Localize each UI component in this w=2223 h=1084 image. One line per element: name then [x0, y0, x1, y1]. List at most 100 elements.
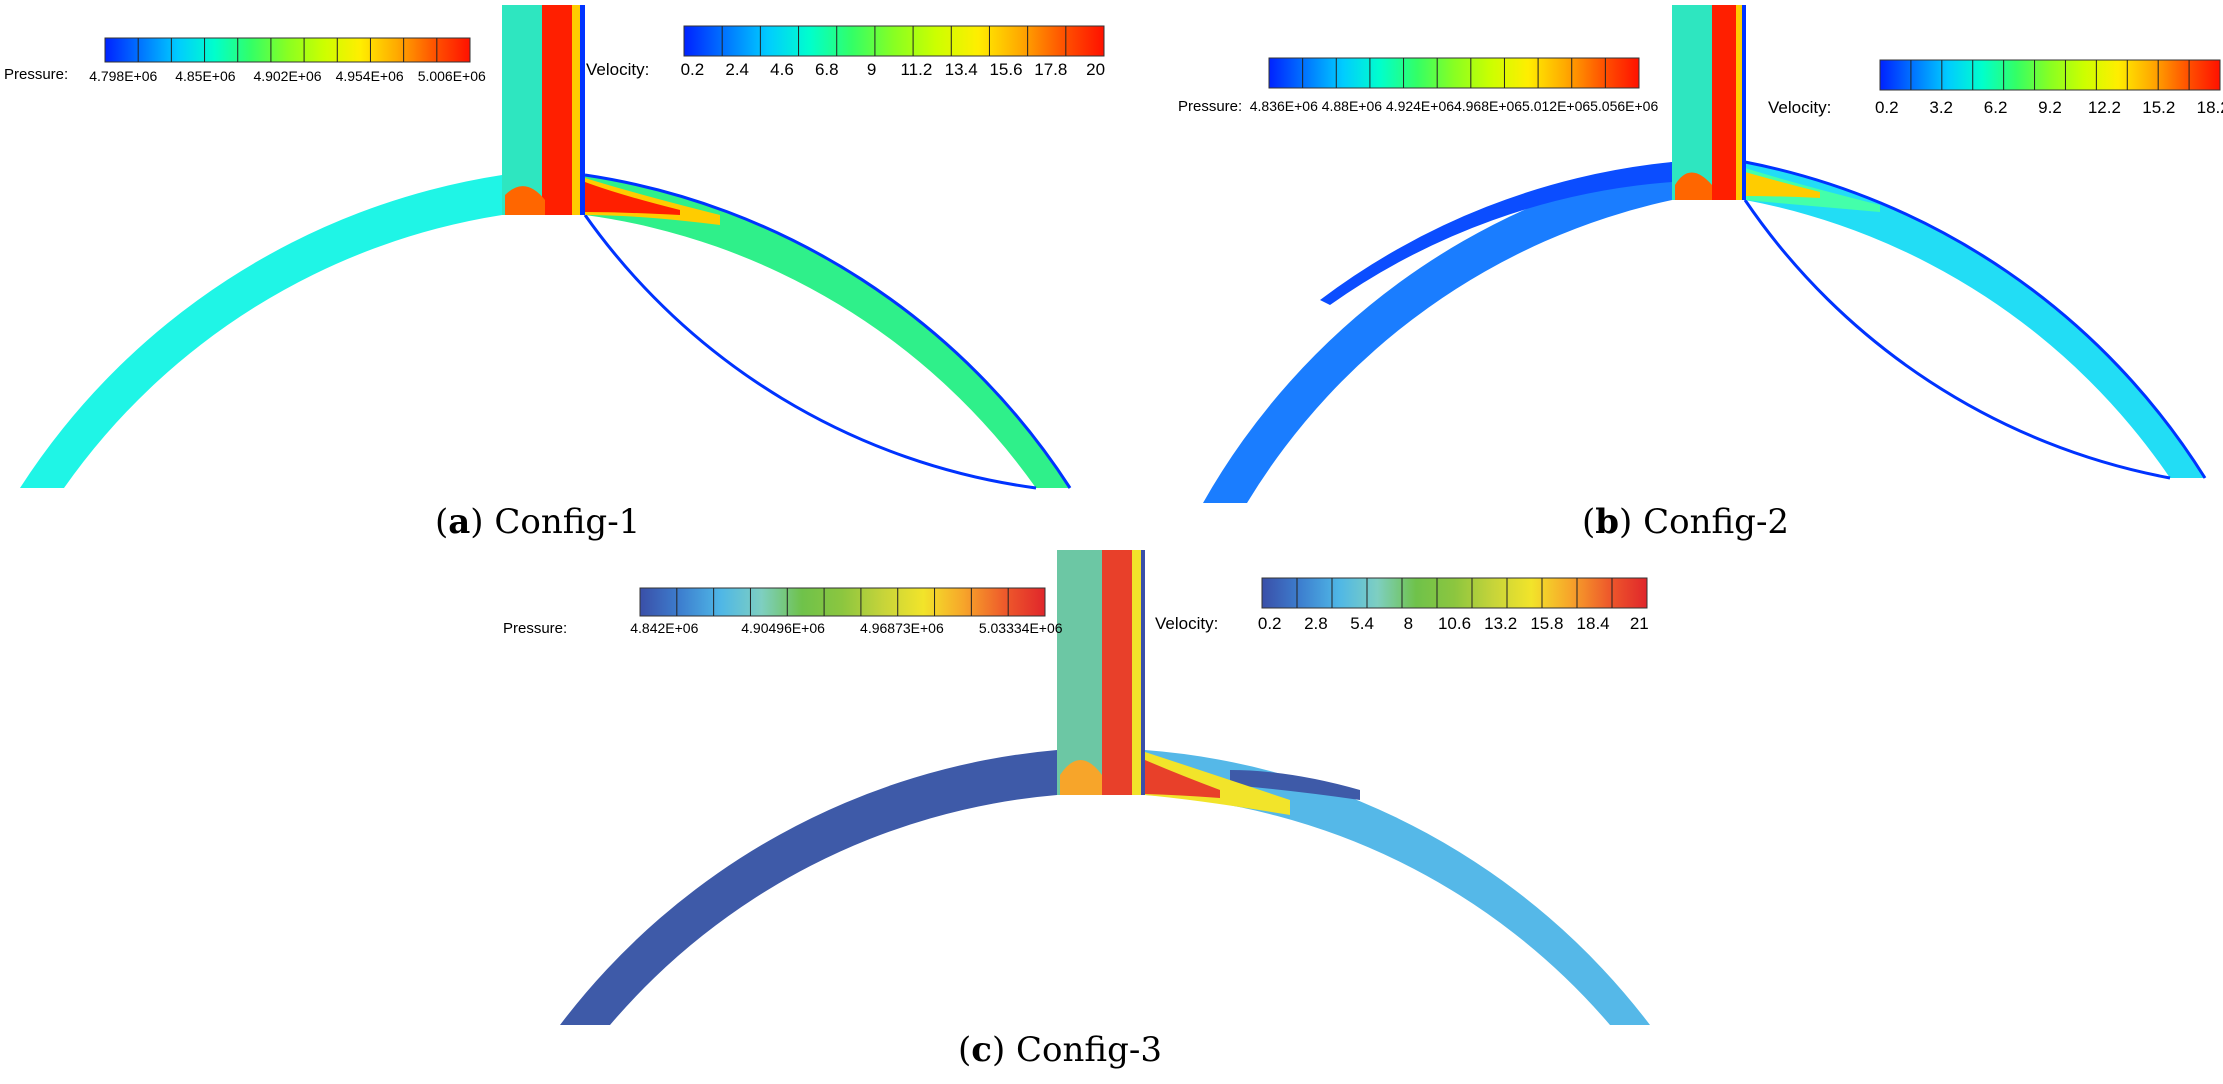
pressure-bar-tick-label: 4.902E+06 — [253, 68, 322, 84]
inlet-left-column — [502, 5, 542, 215]
pressure-bar-tick-label: 4.798E+06 — [89, 68, 158, 84]
inlet-jet-column — [542, 5, 572, 215]
jet-plume-core — [585, 182, 680, 215]
pipe-left-dark-band — [1320, 162, 1672, 305]
inlet-wall — [1742, 5, 1746, 200]
velocity-bar-title: Velocity: — [1155, 614, 1219, 633]
velocity-bar-tick-label: 9 — [866, 60, 877, 79]
inlet-jet-edge — [1736, 5, 1742, 200]
jet-plume — [585, 178, 720, 225]
pipe-right-wall — [1744, 160, 2207, 479]
junction-highlight — [1675, 172, 1712, 200]
pipe-left-segment — [1203, 162, 1672, 503]
jet-plume-core — [1745, 172, 1820, 198]
pressure-bar-tick-label: 4.836E+06 — [1249, 98, 1318, 114]
velocity-bar-title: Velocity: — [1768, 98, 1832, 117]
caption-letter: b — [1595, 502, 1620, 542]
velocity-bar-tick-label: 6.2 — [1983, 98, 2008, 117]
velocity-bar-tick-label: 0.2 — [1257, 614, 1282, 633]
velocity-colorbar — [1879, 59, 2221, 91]
velocity-bar-title: Velocity: — [586, 60, 650, 79]
velocity-bar-tick-label: 6.8 — [814, 60, 839, 79]
pipe-right-wall — [584, 173, 1072, 489]
jet-plume — [1145, 752, 1290, 815]
pressure-colorbar — [639, 587, 1046, 617]
pipe-right-dark-band — [1230, 770, 1360, 800]
caption-open-paren: ( — [1582, 502, 1596, 542]
pipe-right-inner-wall — [583, 214, 1037, 490]
velocity-bar-tick-label: 15.6 — [989, 60, 1023, 79]
velocity-bar-tick-label: 13.4 — [944, 60, 978, 79]
pressure-bar-tick-label: 5.006E+06 — [417, 68, 486, 84]
velocity-bar-tick-label: 5.4 — [1350, 614, 1374, 633]
inlet-jet-column — [1102, 550, 1132, 795]
velocity-bar-tick-label: 10.6 — [1437, 614, 1472, 633]
velocity-bar-tick-label: 2.8 — [1304, 614, 1328, 633]
pipe-right-inner-wall — [1743, 199, 2171, 480]
caption-text: Config-1 — [483, 502, 641, 542]
velocity-bar-tick-label: 20 — [1086, 60, 1106, 79]
panel-c-caption: (c) Config-3 — [958, 1030, 1162, 1070]
caption-close-paren: ) — [1619, 502, 1633, 542]
pressure-bar-tick-label: 4.968E+06 — [1453, 98, 1523, 114]
caption-open-paren: ( — [435, 502, 449, 542]
pressure-bar-tick-label: 4.954E+06 — [335, 68, 404, 84]
velocity-bar-tick-label: 9.2 — [2038, 98, 2062, 117]
inlet-wall — [1141, 550, 1145, 795]
velocity-bar-tick-label: 12.2 — [2087, 98, 2121, 117]
jet-plume — [1745, 168, 1880, 212]
inlet-left-column — [1672, 5, 1712, 200]
velocity-bar-tick-label: 4.6 — [770, 60, 794, 79]
pressure-bar-tick-label: 4.90496E+06 — [741, 620, 825, 636]
pressure-bar-title: Pressure: — [4, 66, 69, 83]
inlet-wall — [580, 5, 585, 215]
pipe-left-segment — [20, 175, 502, 488]
pressure-bar-tick-label: 5.012E+06 — [1522, 98, 1591, 114]
pressure-colorbar — [1268, 57, 1640, 89]
velocity-colorbar — [1261, 577, 1648, 609]
velocity-bar-tick-label: 8 — [1403, 614, 1414, 633]
pressure-bar-tick-label: 4.924E+06 — [1385, 98, 1455, 114]
velocity-bar-tick-label: 18.2 — [2196, 98, 2223, 117]
velocity-bar-tick-label: 13.2 — [1484, 614, 1518, 633]
inlet-jet-edge — [1132, 550, 1141, 795]
caption-letter: a — [448, 502, 471, 542]
inlet-left-column — [1057, 550, 1102, 795]
pressure-colorbar — [104, 37, 471, 63]
velocity-bar-tick-label: 21 — [1629, 614, 1649, 633]
pressure-bar-tick-label: 5.03334E+06 — [978, 620, 1063, 636]
velocity-bar-tick-label: 11.2 — [900, 60, 933, 79]
velocity-colorbar — [683, 25, 1105, 57]
junction-highlight — [505, 186, 545, 215]
velocity-bar-tick-label: 15.8 — [1530, 614, 1564, 633]
caption-text: Config-2 — [1632, 502, 1790, 542]
junction-highlight — [1060, 760, 1102, 795]
velocity-bar-tick-label: 0.2 — [1874, 98, 1899, 117]
inlet-jet-edge — [572, 5, 580, 215]
panel-b-caption: (b) Config-2 — [1582, 502, 1789, 542]
caption-open-paren: ( — [958, 1030, 972, 1070]
caption-close-paren: ) — [991, 1030, 1006, 1070]
caption-letter: c — [971, 1030, 992, 1070]
panel-a-caption: (a) Config-1 — [435, 502, 640, 542]
velocity-bar-tick-label: 18.4 — [1576, 614, 1610, 633]
velocity-bar-tick-label: 3.2 — [1929, 98, 1954, 117]
pressure-bar-tick-label: 4.85E+06 — [175, 68, 236, 84]
pressure-bar-tick-label: 4.88E+06 — [1321, 98, 1383, 114]
caption-text: Config-3 — [1005, 1030, 1162, 1070]
pressure-bar-tick-label: 4.842E+06 — [630, 620, 699, 636]
pressure-bar-tick-label: 5.056E+06 — [1590, 98, 1659, 114]
pressure-bar-title: Pressure: — [503, 620, 568, 637]
velocity-bar-tick-label: 15.2 — [2142, 98, 2176, 117]
pressure-bar-tick-label: 4.96873E+06 — [860, 620, 944, 636]
velocity-bar-tick-label: 2.4 — [725, 60, 750, 79]
velocity-bar-tick-label: 0.2 — [680, 60, 705, 79]
pressure-bar-title: Pressure: — [1178, 98, 1243, 115]
caption-close-paren: ) — [470, 502, 484, 542]
velocity-bar-tick-label: 17.8 — [1034, 60, 1068, 79]
jet-plume-core — [1145, 760, 1220, 798]
inlet-jet-column — [1712, 5, 1736, 200]
